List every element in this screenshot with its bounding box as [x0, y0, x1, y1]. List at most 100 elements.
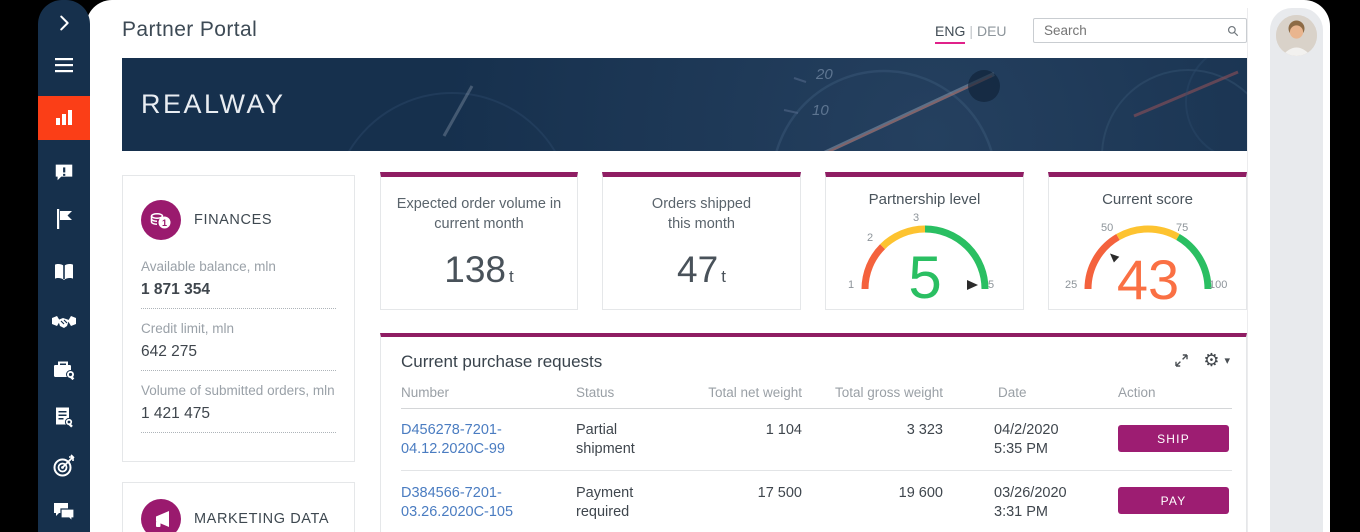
- stat-card-orders-shipped: Orders shipped this month 47 t: [602, 172, 801, 310]
- col-header-number: Number: [401, 385, 450, 400]
- gauge-tick: 100: [1209, 279, 1228, 291]
- gauge-tick: 1: [848, 279, 855, 291]
- lang-deu[interactable]: DEU: [976, 23, 1007, 39]
- net-weight: 1 104: [765, 422, 802, 438]
- sidebar-item-partnership[interactable]: [38, 301, 90, 345]
- partnership-gauge: 1 2 3 5 5: [848, 212, 1000, 308]
- stat-number: 47: [677, 249, 719, 290]
- brand-banner: 20 10 REALWAY: [122, 58, 1247, 151]
- toolbox-wrench-icon: [54, 361, 75, 380]
- request-status: Payment required: [576, 485, 634, 520]
- finance-field: Available balance, mln 1 871 354: [141, 258, 336, 309]
- table-title: Current purchase requests: [401, 352, 603, 371]
- sidebar-item-targets[interactable]: [38, 444, 90, 488]
- coins-icon: 1: [141, 200, 181, 240]
- megaphone-glyph-icon: [156, 511, 169, 527]
- request-number-link[interactable]: D384566-7201-03.26.2020C-105: [401, 485, 514, 520]
- finances-card: 1 FINANCES Available balance, mln 1 871 …: [122, 175, 355, 462]
- marketing-header: MARKETING DATA: [141, 499, 336, 532]
- chevron-right-icon: [60, 15, 69, 31]
- document-wrench-icon: [56, 407, 74, 428]
- chat-bubbles-icon: [54, 503, 75, 523]
- marketing-data-card: MARKETING DATA: [122, 482, 355, 532]
- pay-button[interactable]: PAY: [1118, 487, 1229, 514]
- field-label: Volume of submitted orders, mln: [141, 382, 335, 398]
- gauge-tick: 75: [1176, 222, 1189, 234]
- gauge-arc-icon: [1084, 225, 1212, 290]
- search-box: [1033, 18, 1247, 43]
- stat-title: Orders shipped this month: [651, 196, 752, 233]
- finance-field: Volume of submitted orders, mln 1 421 47…: [141, 382, 336, 433]
- gross-weight: 3 323: [906, 422, 943, 438]
- lang-eng[interactable]: ENG: [935, 23, 966, 44]
- field-value: 1 871 354: [141, 280, 210, 298]
- handshake-icon: [52, 316, 76, 328]
- stat-number: 138: [444, 249, 506, 290]
- header-divider: [401, 408, 1232, 409]
- request-status: Partial shipment: [576, 422, 635, 457]
- ship-button[interactable]: SHIP: [1118, 425, 1229, 452]
- sidebar-item-documents[interactable]: [38, 395, 90, 439]
- sidebar-menu-button[interactable]: [38, 44, 90, 86]
- gauge-tick: 5: [988, 279, 995, 291]
- search-icon[interactable]: [1227, 23, 1239, 39]
- stat-title: Expected order volume in current month: [396, 196, 562, 233]
- finances-header: 1 FINANCES: [141, 200, 336, 240]
- expand-icon[interactable]: [1174, 353, 1189, 368]
- content-right-edge: [1247, 8, 1248, 532]
- partnership-level-card: Partnership level 1 2 3 5 5: [825, 172, 1024, 310]
- user-avatar[interactable]: [1276, 15, 1317, 56]
- sidebar-expand-button[interactable]: [38, 2, 90, 44]
- speedometer-backdrop-icon: [348, 58, 1247, 151]
- stat-card-expected-volume: Expected order volume in current month 1…: [380, 172, 578, 310]
- stat-value: 138 t: [381, 249, 577, 291]
- score-gauge: 25 50 75 100 43: [1065, 217, 1227, 308]
- request-date: 04/2/2020 5:35 PM: [994, 422, 1059, 457]
- coins-glyph-icon: 1: [150, 213, 171, 229]
- sidebar-item-services[interactable]: [38, 348, 90, 392]
- table-tools: ⚙ ▾: [1174, 351, 1230, 369]
- field-value: 1 421 475: [141, 404, 210, 422]
- gauge-value: 5: [908, 244, 942, 311]
- sidebar-item-dashboard[interactable]: [38, 96, 90, 140]
- user-photo-icon: [1276, 15, 1317, 56]
- gauge-pointer-icon: [1110, 253, 1120, 263]
- search-input[interactable]: [1034, 23, 1227, 38]
- sidebar: [38, 0, 90, 532]
- sidebar-item-announcements[interactable]: [38, 150, 90, 194]
- gauge-tick: 50: [1101, 222, 1114, 234]
- net-weight: 17 500: [757, 485, 802, 501]
- sidebar-item-flags[interactable]: [38, 197, 90, 241]
- language-switcher: ENG | DEU: [935, 23, 1007, 44]
- sidebar-item-catalog[interactable]: [38, 250, 90, 294]
- gauge-title: Current score: [1102, 191, 1193, 208]
- col-header-net: Total net weight: [708, 385, 802, 400]
- purchase-requests-card: Current purchase requests ⚙ ▾ Number Sta…: [380, 333, 1247, 532]
- stat-unit: t: [721, 267, 726, 286]
- gear-icon[interactable]: ⚙: [1203, 350, 1220, 370]
- target-dart-icon: [53, 454, 75, 477]
- gauge-tick: 3: [913, 212, 920, 224]
- gauge-tick: 2: [867, 232, 874, 244]
- sidebar-item-messages[interactable]: [38, 490, 90, 532]
- chevron-down-icon[interactable]: ▾: [1224, 354, 1230, 367]
- marketing-title: MARKETING DATA: [194, 511, 330, 527]
- current-score-card: Current score 25 50 75 100 43: [1048, 172, 1247, 310]
- gauge-pointer-icon: [967, 280, 978, 290]
- dial-number: 20: [816, 66, 833, 83]
- gauge-value: 43: [1116, 248, 1180, 311]
- book-icon: [55, 263, 73, 280]
- gauge-title: Partnership level: [868, 191, 981, 208]
- request-number-link[interactable]: D456278-7201-04.12.2020C-99: [401, 422, 505, 457]
- hamburger-menu-icon: [55, 58, 73, 73]
- banner-shade: [122, 58, 1247, 151]
- request-date: 03/26/2020 3:31 PM: [994, 485, 1067, 520]
- dial-number: 10: [812, 102, 829, 119]
- banner-title: REALWAY: [141, 89, 286, 119]
- bar-chart-icon: [56, 110, 72, 125]
- col-header-status: Status: [576, 385, 615, 400]
- comment-alert-icon: [55, 164, 73, 181]
- gauge-arc-icon: [861, 225, 989, 290]
- stat-unit: t: [509, 267, 514, 286]
